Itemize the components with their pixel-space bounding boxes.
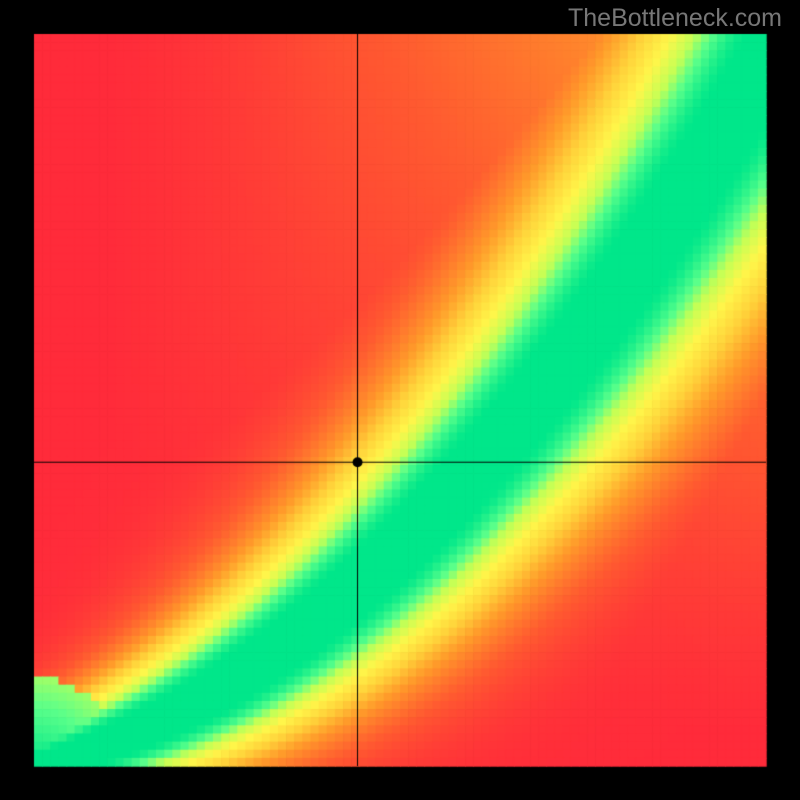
- watermark-text: TheBottleneck.com: [568, 4, 782, 33]
- bottleneck-heatmap: [0, 0, 800, 800]
- chart-container: TheBottleneck.com: [0, 0, 800, 800]
